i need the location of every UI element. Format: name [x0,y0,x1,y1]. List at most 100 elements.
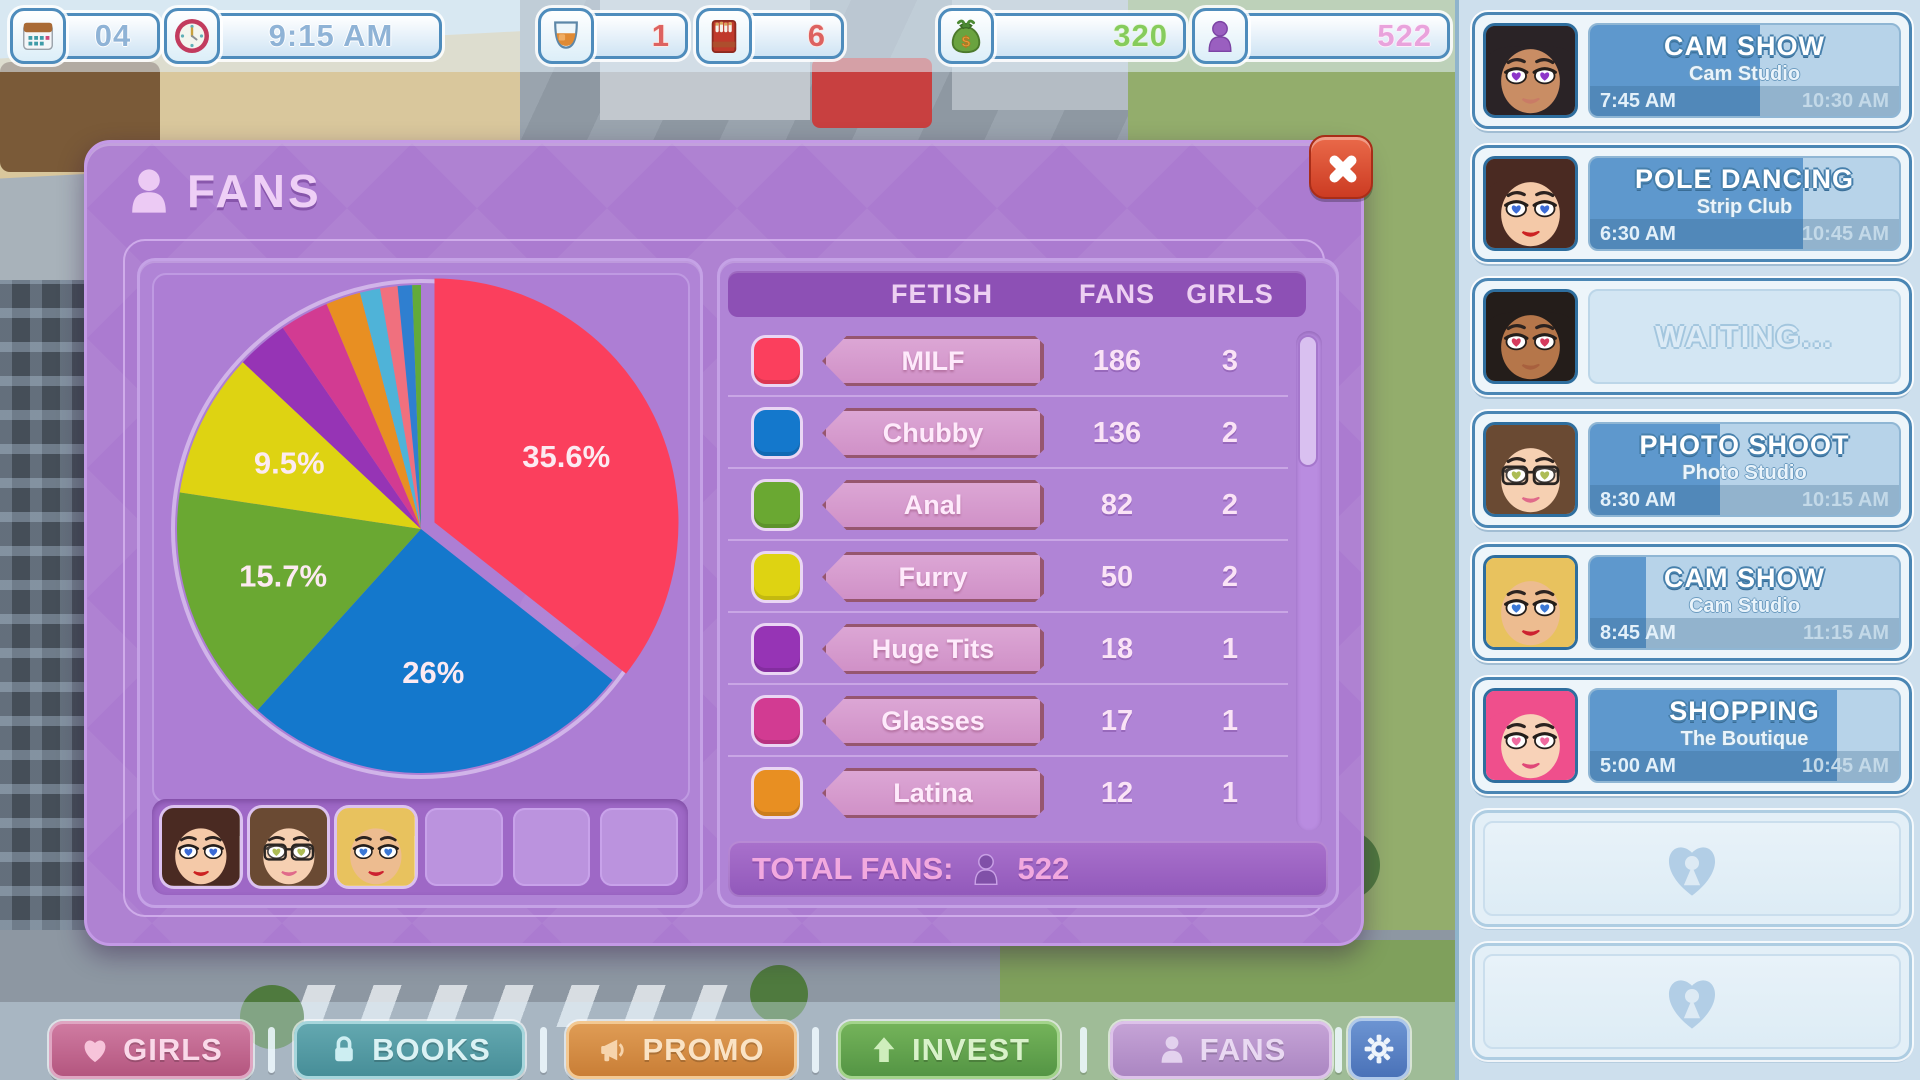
svg-text:15.7%: 15.7% [239,558,327,593]
roster-avatar[interactable] [162,808,240,886]
settings-button[interactable] [1348,1018,1410,1080]
svg-text:26%: 26% [402,655,464,690]
waiting-panel[interactable]: WAITING... [1588,289,1901,384]
fetish-tag: Anal [822,480,1044,530]
locked-panel [1483,954,1901,1049]
roster-empty-slot [600,808,679,886]
girl-avatar[interactable] [1483,156,1578,251]
activity-progress [1590,424,1720,515]
fans-count: 12 [1100,776,1134,809]
activity-panel[interactable]: CAM SHOW Cam Studio 7:45 AM 10:30 AM [1588,23,1901,118]
girl-avatar[interactable] [1483,289,1578,384]
activity-end-time: 10:45 AM [1801,755,1889,777]
lock-icon [335,1036,353,1062]
activity-start-time: 5:00 AM [1600,755,1676,777]
activity-name: PHOTO SHOOT [1639,430,1850,460]
activity-location: The Boutique [1680,728,1809,750]
calendar-icon [10,8,66,64]
fans-title-icon [132,169,166,213]
total-fans-label: TOTAL FANS: [752,851,954,886]
activity-start-time: 7:45 AM [1600,90,1676,112]
total-fans-person-icon [973,853,998,886]
activity-end-time: 10:15 AM [1801,489,1889,511]
money-value: 320 [1113,18,1168,53]
fetish-tag: Glasses [822,696,1044,746]
heart-lock-icon [1668,846,1716,896]
fans-counter: 522 [1192,8,1450,64]
activity-progress [1590,690,1838,781]
girl-avatar[interactable] [1483,688,1578,783]
fetish-rows: MILF 186 3 Chubby 136 2 Anal 82 2 [728,325,1288,829]
roster-avatar[interactable] [337,808,416,886]
drinks-counter: 1 [538,8,688,64]
time-strip [1590,86,1899,116]
activity-end-time: 10:30 AM [1801,90,1889,112]
girls-count: 1 [1221,704,1239,737]
color-swatch [754,554,800,600]
drinks-value: 1 [651,18,670,53]
books-button[interactable]: BOOKS [294,1021,525,1079]
column-header-girls: GIRLS [1186,278,1274,309]
roster-empty-slot [425,808,503,886]
schedule-card: POLE DANCING Strip Club 6:30 AM 10:45 AM [1472,145,1912,262]
fans-count: 136 [1092,416,1142,449]
color-swatch [754,410,800,456]
close-button[interactable] [1309,135,1373,199]
invest-button[interactable]: INVEST [838,1021,1060,1079]
heart-icon [84,1040,106,1063]
girls-button[interactable]: GIRLS [49,1021,253,1079]
menu-separator [268,1027,275,1073]
activity-end-time: 10:45 AM [1801,223,1889,245]
color-swatch [754,338,800,384]
svg-text:35.6%: 35.6% [522,439,610,474]
fans-value: 522 [1377,18,1432,53]
activity-panel[interactable]: CAM SHOW Cam Studio 8:45 AM 11:15 AM [1588,555,1901,650]
girls-count: 3 [1221,344,1239,377]
activity-location: Cam Studio [1688,63,1801,85]
girl-avatar[interactable] [1483,555,1578,650]
modal-title: FANS [187,165,322,217]
svg-text:9.5%: 9.5% [254,445,325,480]
time-strip [1590,219,1899,249]
girl-avatar[interactable] [1483,422,1578,517]
locked-slot-card[interactable] [1472,943,1912,1060]
column-header-fans: FANS [1078,278,1156,309]
day-value: 04 [94,18,132,53]
fetish-tag: Huge Tits [822,624,1044,674]
money-counter: $ 320 [938,8,1186,64]
fans-count: 17 [1100,704,1134,737]
cigarette-pack-icon [696,8,752,64]
fetish-tag: Chubby [822,408,1044,458]
fans-count: 18 [1100,632,1134,665]
clock-counter: 9:15 AM [164,8,442,64]
activity-start-time: 8:30 AM [1600,489,1676,511]
fetish-row: MILF 186 3 [728,325,1288,397]
schedule-card: PHOTO SHOOT Photo Studio 8:30 AM 10:15 A… [1472,411,1912,528]
girl-avatar[interactable] [1483,23,1578,118]
fetish-tag: MILF [822,336,1044,386]
activity-panel[interactable]: PHOTO SHOOT Photo Studio 8:30 AM 10:15 A… [1588,422,1901,517]
schedule-card: CAM SHOW Cam Studio 7:45 AM 10:30 AM [1472,12,1912,129]
girls-count: 2 [1221,488,1239,521]
activity-panel[interactable]: POLE DANCING Strip Club 6:30 AM 10:45 AM [1588,156,1901,251]
menu-separator [1335,1027,1342,1073]
activity-name: CAM SHOW [1664,31,1825,61]
table-scrollbar[interactable] [1296,331,1322,831]
promo-button[interactable]: PROMO [566,1021,797,1079]
time-strip [1590,618,1899,648]
bg-building-left [0,280,100,930]
schedule-sidebar: CAM SHOW Cam Studio 7:45 AM 10:30 AM POL… [1455,0,1920,1080]
girls-count: 1 [1221,776,1239,809]
fan-person-icon [1192,8,1248,64]
megaphone-icon [601,1039,625,1062]
time-strip [1590,485,1899,515]
girls-count: 1 [1221,632,1239,665]
locked-slot-card[interactable] [1472,810,1912,927]
roster-avatar[interactable] [249,808,328,886]
activity-panel[interactable]: SHOPPING The Boutique 5:00 AM 10:45 AM [1588,688,1901,783]
girls-count: 2 [1221,416,1239,449]
schedule-card: SHOPPING The Boutique 5:00 AM 10:45 AM [1472,677,1912,794]
fans-button[interactable]: FANS [1110,1021,1332,1079]
scrollbar-thumb[interactable] [1298,335,1318,467]
fetish-tag: Latina [822,768,1044,818]
